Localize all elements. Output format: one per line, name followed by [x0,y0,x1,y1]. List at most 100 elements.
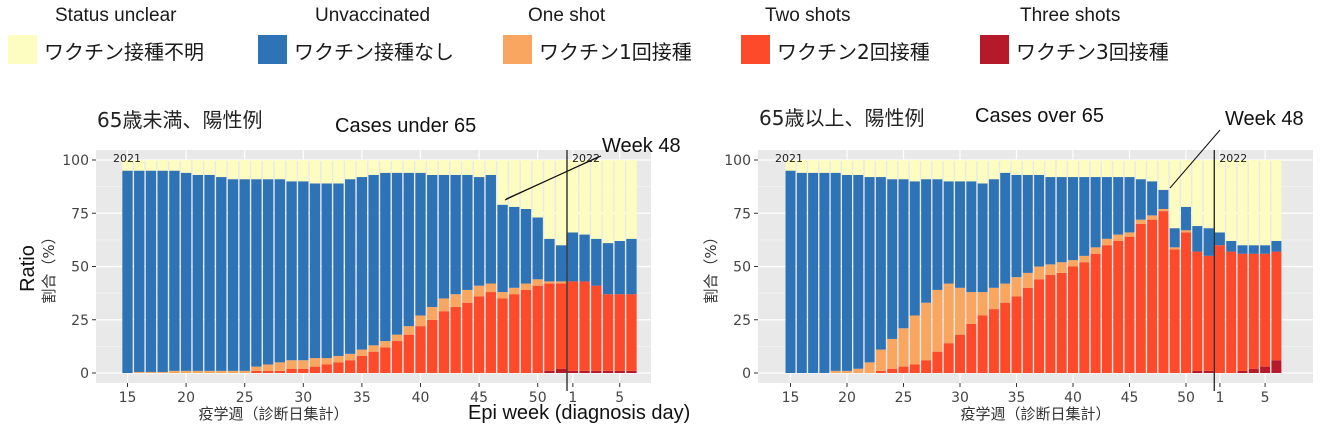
bar-segment [909,364,920,373]
bar-segment [1113,234,1124,241]
bar-segment [1011,174,1022,278]
x-tick-label: 30 [294,390,312,406]
bar-segment [1158,160,1169,190]
bar-segment [977,292,988,316]
bar-segment [842,160,852,175]
bar-segment [932,289,943,352]
bar-segment [853,174,864,369]
bar-segment [1068,160,1078,178]
bar-segment [520,208,532,284]
bar-segment [145,170,157,372]
bar-segment [391,160,403,173]
bar-segment [626,370,637,373]
bar-segment [555,160,567,246]
bar-segment [943,343,954,373]
bar-segment [602,370,614,373]
bar-segment [415,160,426,173]
bar-segment [932,351,943,373]
x-tick-label: 20 [177,390,195,406]
bar-segment [1214,232,1225,246]
bar-segment [274,362,286,371]
bar-segment [1135,219,1146,224]
bar-segment [1135,160,1146,180]
bar-segment [1260,160,1271,246]
bar-segment [602,160,614,244]
bar-segment [438,311,450,373]
bar-segment [216,370,227,373]
bar-segment [785,160,796,171]
bar-segment [966,181,977,293]
bar-segment [1124,236,1135,373]
bar-segment [391,341,403,373]
bar-segment [520,283,532,290]
bar-segment [591,285,602,371]
bar-segment [1079,177,1090,256]
y-axis-label-en: Ratio [17,245,39,292]
bar-segment [180,370,192,373]
bar-segment [450,160,461,175]
chart-title-ja: 65歳以上、陽性例 [759,106,924,130]
bar-segment [473,177,485,286]
x-tick-label: 50 [1177,390,1195,406]
bar-segment [368,345,379,352]
x-tick-label: 20 [838,390,856,406]
week48-annotation: Week 48 [602,135,681,157]
bar-segment [943,283,954,344]
bar-segment [1237,253,1248,371]
bar-segment [204,174,215,371]
y-tick-label: 100 [62,153,89,169]
bar-segment [298,368,309,373]
bar-segment [921,179,932,303]
bar-segment [309,183,321,359]
bar-segment [1034,266,1045,280]
y-axis-label-ja: 割合（%） [702,229,720,303]
bar-segment [567,160,579,233]
bar-segment [274,370,286,373]
bar-segment [274,179,286,363]
bar-segment [345,353,356,361]
bar-segment [1169,247,1180,250]
legend-swatch-one-shot [503,35,532,64]
x-axis-label-en: Epi week (diagnosis day) [468,402,690,424]
bar-segment [1124,232,1135,237]
bar-segment [579,281,590,371]
legend-label-unvaccinated: ワクチン接種なし [294,40,454,64]
bar-segment [887,338,898,369]
bar-segment [415,315,426,327]
bar-segment [1056,177,1067,263]
bar-segment [1011,160,1022,175]
bar-segment [520,289,532,373]
legend-en-label-status-unclear: Status unclear [55,5,177,26]
bar-segment [145,371,157,373]
bar-segment [485,283,496,293]
bar-segment [333,362,344,373]
bar-segment [830,172,841,371]
bar-segment [842,174,852,371]
x-tick-label: 5 [615,390,624,406]
bar-segment [614,370,625,373]
y-tick-label: 75 [733,206,751,222]
bar-segment [864,362,875,373]
bar-segment [943,181,954,284]
bar-segment [1237,245,1248,254]
bar-segment [1203,370,1214,373]
bar-segment [1248,253,1259,369]
bar-segment [1237,370,1248,373]
bar-segment [532,160,543,218]
x-tick-label: 1 [568,390,577,406]
x-tick-label: 25 [895,390,913,406]
bar-segment [192,174,203,371]
bar-segment [1045,177,1056,265]
bar-segment [567,281,579,371]
bar-segment [1192,370,1203,373]
bar-segment [1000,283,1011,303]
bar-segment [204,370,215,373]
bar-segment [1181,160,1191,207]
bar-segment [1181,230,1191,233]
bar-segment [122,160,133,171]
bar-segment [333,183,344,356]
bar-segment [438,160,450,175]
bar-segment [830,370,841,373]
bar-segment [532,285,543,373]
